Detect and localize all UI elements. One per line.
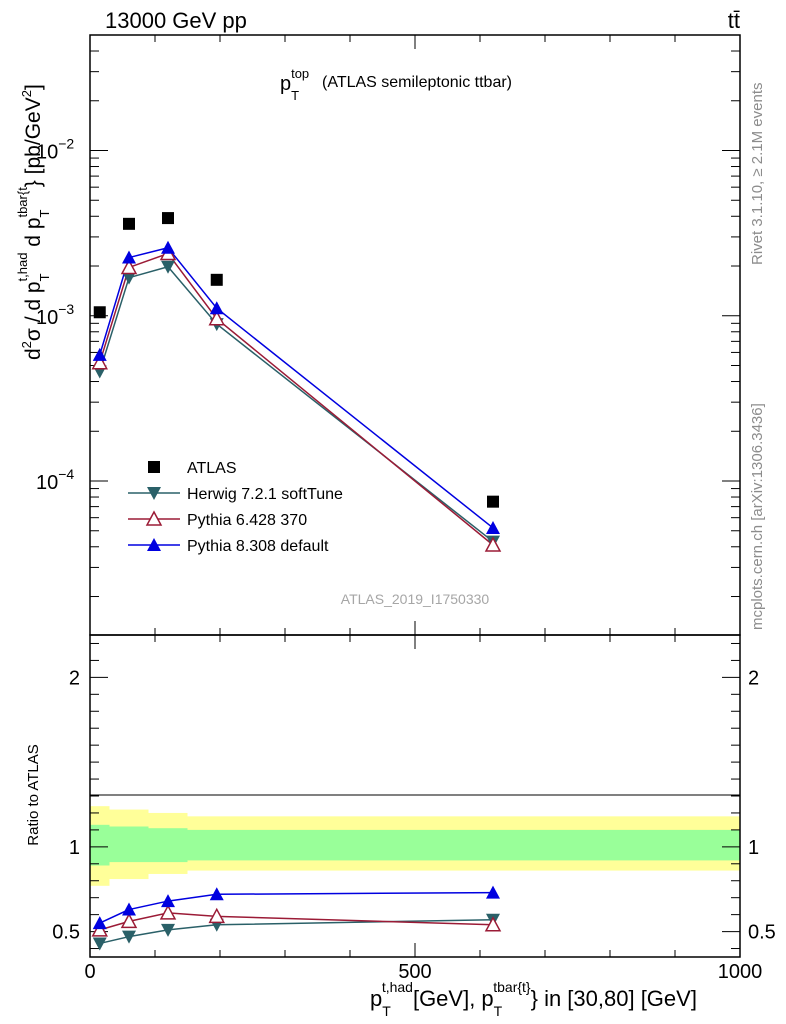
main-data-point <box>209 301 224 315</box>
ratio-uncertainty-bands <box>90 806 740 886</box>
ratio-data-point <box>208 907 226 924</box>
legend: ATLAS Herwig 7.2.1 softTune Pythia 6.428 3… <box>128 460 343 555</box>
ratio-axis-ticks: 0 500 1000 0.5 0.5 1 1 2 2 <box>52 635 776 983</box>
xlabel-text: pTt,had[GeV], pTtbar{t}} in [30,80] [GeV… <box>370 979 697 1019</box>
main-data-point <box>208 310 226 326</box>
title-base: p <box>280 73 291 95</box>
legend-marker <box>145 510 163 526</box>
analysis-watermark: ATLAS_2019_I1750330 <box>341 591 490 607</box>
ratio-y-tick-label-right: 1 <box>748 837 759 859</box>
energy-label: 13000 GeV pp <box>105 8 247 33</box>
ratio-data-point <box>161 894 175 908</box>
ratio-x-tick-label: 1000 <box>718 961 763 983</box>
xlabel-sup2: tbar{t} <box>493 979 531 995</box>
xlabel-rest: } in [30,80] [GeV] <box>531 986 697 1011</box>
ratio-data-point <box>92 937 107 951</box>
title-sup: top <box>291 66 309 81</box>
main-y-tick-label: 10−3 <box>36 301 74 329</box>
legend-marker <box>147 487 161 500</box>
main-data-point <box>92 347 107 361</box>
ratio-series <box>91 885 502 951</box>
xlabel-mid: [GeV], p <box>413 986 494 1011</box>
ratio-data-point <box>486 885 500 899</box>
ratio-data-point <box>91 921 109 937</box>
main-data-point <box>120 258 138 275</box>
legend-label: ATLAS <box>187 460 237 477</box>
main-data-point <box>487 495 499 508</box>
ratio-data-point <box>122 930 136 944</box>
main-data-point <box>484 536 502 552</box>
ratio-y-tick-label-right: 2 <box>748 667 759 689</box>
main-data-point <box>210 273 223 286</box>
ratio-y-tick-label-left: 0.5 <box>52 922 80 944</box>
legend-label: Pythia 8.308 default <box>187 538 329 555</box>
ratio-band-inner <box>90 824 110 866</box>
mcplots-label: mcplots.cern.ch [arXiv:1306.3436] <box>749 403 766 630</box>
main-y-tick-label: 10−2 <box>36 136 74 164</box>
ratio-data-point <box>484 916 502 932</box>
ratio-data-point <box>209 887 224 901</box>
ratio-data-point <box>120 912 138 929</box>
ratio-band-inner <box>187 829 740 861</box>
ratio-data-point <box>161 923 175 937</box>
main-series <box>91 212 502 552</box>
ratio-panel: 0 500 1000 0.5 0.5 1 1 2 2 Ratio to ATLAS <box>25 634 776 983</box>
main-title: pTtop <box>280 66 309 103</box>
legend-marker <box>148 461 160 473</box>
ratio-y-tick-label-right: 0.5 <box>748 922 776 944</box>
title-sub: T <box>291 88 299 103</box>
main-data-point <box>122 250 136 264</box>
ratio-y-tick-label-left: 1 <box>69 837 80 859</box>
ratio-y-tick-label-left: 2 <box>69 667 80 689</box>
ratio-x-tick-label: 0 <box>84 961 95 983</box>
legend-marker <box>147 538 161 551</box>
legend-label: Herwig 7.2.1 softTune <box>187 486 343 503</box>
main-data-point <box>123 217 135 230</box>
ratio-band-inner <box>148 828 188 863</box>
ratio-frame <box>89 634 741 958</box>
x-axis-label: pTt,had[GeV], pTtbar{t}} in [30,80] [GeV… <box>370 979 697 1019</box>
main-data-point <box>161 260 175 274</box>
ratio-data-point <box>92 916 107 930</box>
main-axis-ticks: 10−4 10−3 10−2 <box>36 34 741 635</box>
title-rest: (ATLAS semileptonic ttbar) <box>322 74 512 91</box>
ratio-data-point <box>122 902 136 916</box>
ratio-data-point <box>159 904 177 920</box>
xlabel-sub1: T <box>382 1003 391 1019</box>
rivet-label: Rivet 3.1.10, ≥ 2.1M events <box>749 83 766 266</box>
ratio-ylabel: Ratio to ATLAS <box>25 744 42 845</box>
main-data-point <box>162 212 174 225</box>
main-data-point <box>91 354 109 370</box>
process-label: tt̄ <box>728 8 740 33</box>
main-panel: 10−4 10−3 10−2 pTtop (ATLAS semileptonic t… <box>15 34 741 636</box>
xlabel-sup1: t,had <box>382 979 413 995</box>
xlabel-sub2: T <box>494 1003 503 1019</box>
main-data-point <box>93 306 106 319</box>
ratio-band-inner <box>109 826 149 863</box>
main-data-point <box>122 271 136 285</box>
main-data-point <box>161 240 175 254</box>
main-y-tick-label: 10−4 <box>36 466 74 494</box>
main-data-point <box>486 520 500 534</box>
legend-label: Pythia 6.428 370 <box>187 512 307 529</box>
ratio-x-tick-label: 500 <box>398 961 431 983</box>
